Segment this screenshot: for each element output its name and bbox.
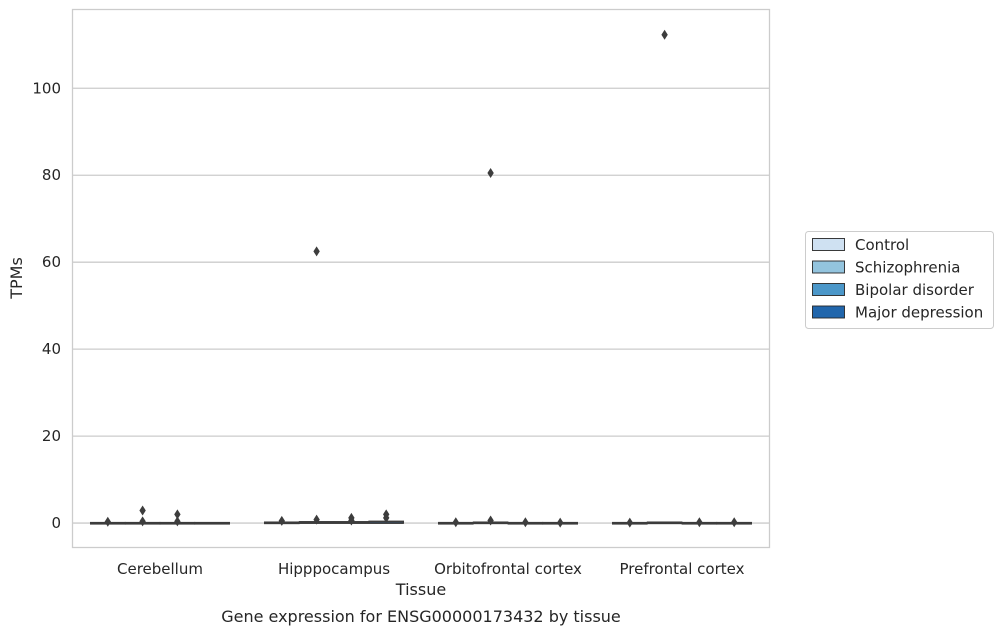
- legend-label-0: Control: [855, 236, 909, 254]
- outlier-3-1-0: [661, 29, 668, 40]
- y-tick-label-2: 40: [42, 340, 61, 358]
- outlier-2-2-0: [522, 517, 529, 528]
- outlier-2-1-1: [487, 168, 494, 179]
- outlier-1-0-0: [278, 515, 285, 526]
- box-1-3: [368, 509, 405, 524]
- outlier-1-3-1: [383, 512, 390, 523]
- outlier-2-3-0: [557, 517, 564, 528]
- legend: Control Schizophrenia Bipolar disorder Majo…: [805, 231, 994, 329]
- legend-label-3: Major depression: [855, 304, 983, 322]
- outlier-3-0-0: [626, 517, 633, 528]
- x-axis-label: Tissue: [395, 580, 446, 599]
- x-tick-label-3: Prefrontal cortex: [620, 560, 745, 578]
- box-0-2: [159, 509, 196, 527]
- box-3-1: [646, 29, 683, 525]
- outlier-0-0-0: [104, 516, 111, 527]
- y-tick-label-0: 0: [51, 514, 61, 532]
- y-axis-label: TPMs: [7, 257, 26, 300]
- x-tick-label-0: Cerebellum: [117, 560, 203, 578]
- outlier-3-2-0: [696, 517, 703, 528]
- outlier-1-2-1: [348, 515, 355, 526]
- box-0-3: [194, 521, 231, 525]
- legend-label-1: Schizophrenia: [855, 259, 960, 277]
- y-axis-ticks: 0 20 40 60 80 100: [32, 79, 61, 532]
- x-tick-label-1: Hipppocampus: [278, 560, 390, 578]
- legend-frame: [805, 231, 994, 329]
- y-tick-label-1: 20: [42, 427, 61, 445]
- legend-swatch-1: [812, 260, 845, 274]
- outlier-1-1-1: [313, 246, 320, 257]
- box-3-3: [716, 517, 753, 528]
- legend-swatch-0: [812, 238, 845, 251]
- outlier-2-0-0: [452, 517, 459, 528]
- y-tick-label-3: 60: [42, 253, 61, 271]
- legend-swatch-2: [812, 283, 845, 296]
- outlier-0-2-1: [174, 516, 181, 527]
- outlier-2-1-0: [487, 515, 494, 526]
- y-tick-label-5: 100: [32, 79, 61, 97]
- legend-label-2: Bipolar disorder: [855, 281, 975, 299]
- x-tick-label-2: Orbitofrontal cortex: [434, 560, 582, 578]
- y-tick-label-4: 80: [42, 166, 61, 184]
- legend-swatch-3: [812, 305, 845, 319]
- outlier-0-1-1: [139, 516, 146, 527]
- chart-caption: Gene expression for ENSG00000173432 by t…: [221, 607, 621, 626]
- outlier-3-3-0: [731, 517, 738, 528]
- outlier-0-1-0: [139, 505, 146, 516]
- plot-frame: [71, 8, 771, 549]
- box-2-1: [472, 168, 509, 526]
- outlier-1-1-0: [313, 514, 320, 525]
- plot-marks: [89, 29, 753, 528]
- box-0-0: [89, 516, 126, 527]
- outlier-0-2-0: [174, 509, 181, 520]
- x-axis-ticks: Cerebellum Hipppocampus Orbitofrontal cort…: [117, 560, 745, 578]
- box-2-3: [542, 517, 579, 528]
- box-2-0: [437, 517, 474, 528]
